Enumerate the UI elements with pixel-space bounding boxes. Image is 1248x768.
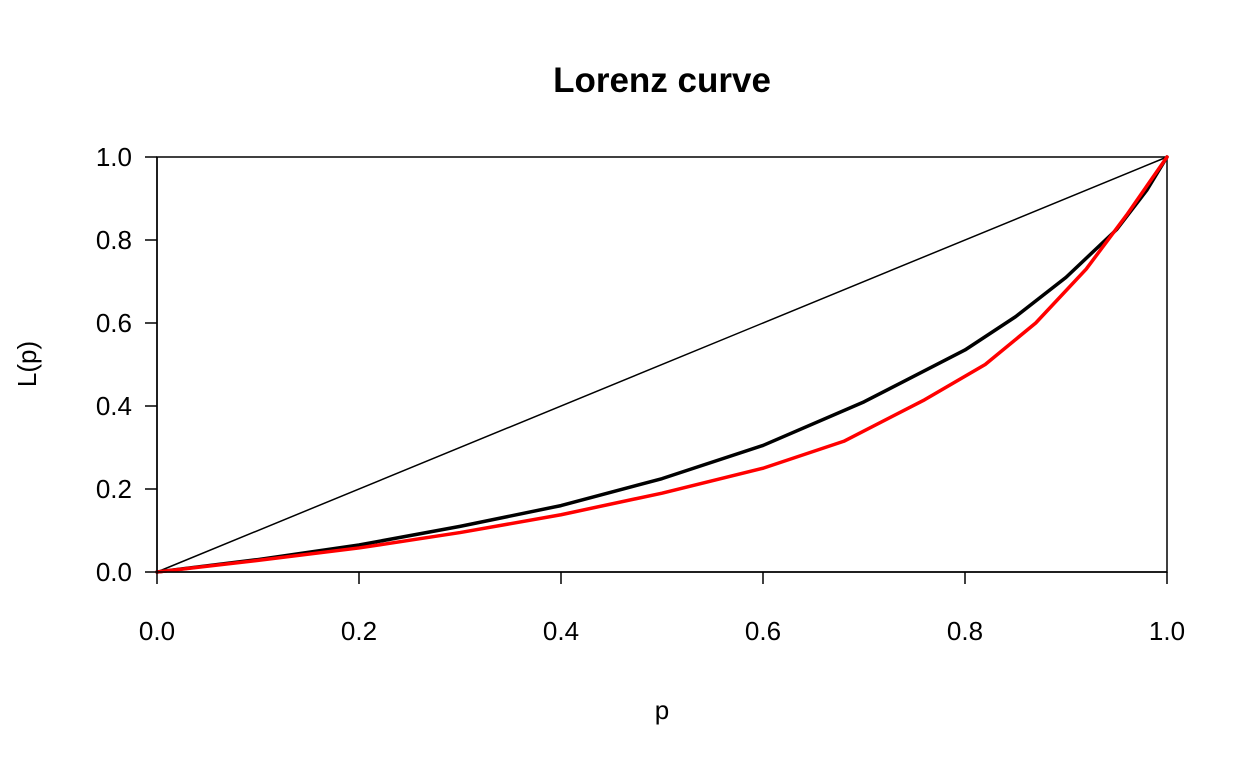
x-tick-label: 1.0	[1149, 616, 1185, 646]
y-tick-label: 0.6	[96, 308, 132, 338]
x-tick-label: 0.8	[947, 616, 983, 646]
x-tick-label: 0.0	[139, 616, 175, 646]
equality-line	[156, 156, 1168, 573]
series-layer	[155, 155, 1169, 574]
x-tick-label: 0.2	[341, 616, 377, 646]
y-tick-label: 0.8	[96, 225, 132, 255]
x-tick-label: 0.4	[543, 616, 579, 646]
x-axis-label: p	[655, 695, 669, 725]
y-tick-label: 0.0	[96, 557, 132, 587]
y-tick-label: 0.4	[96, 391, 132, 421]
y-tick-label: 1.0	[96, 142, 132, 172]
y-axis-label: L(p)	[12, 341, 42, 387]
y-tick-label: 0.2	[96, 474, 132, 504]
lorenz-curve-red	[155, 155, 1169, 574]
x-tick-label: 0.6	[745, 616, 781, 646]
x-axis: 0.0 0.2 0.4 0.6 0.8 1.0	[139, 571, 1185, 646]
y-axis: 0.0 0.2 0.4 0.6 0.8 1.0	[96, 142, 158, 587]
chart-title: Lorenz curve	[553, 61, 771, 100]
